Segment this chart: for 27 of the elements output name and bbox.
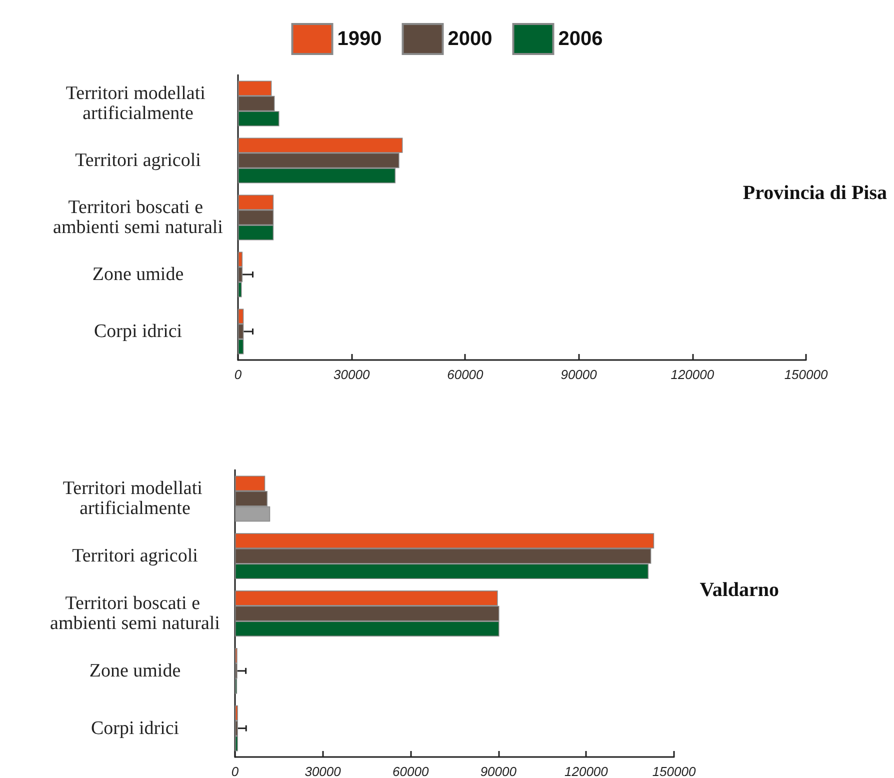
x-tick-label: 150000 xyxy=(652,764,696,778)
y-tick-label: Territori boscati e ambienti semi naturali xyxy=(50,593,220,634)
y-tick-label: Territori modellati artificialmente xyxy=(62,478,208,520)
legend-label: 1990 xyxy=(337,28,382,50)
y-tick-label: Territori agricoli xyxy=(75,150,201,171)
x-tick-label: 0 xyxy=(231,764,240,778)
x-tick-label: 120000 xyxy=(564,764,609,778)
y-tick-label: Territori agricoli xyxy=(72,546,198,567)
text: Provincia di Pisa xyxy=(742,182,888,204)
x-tick-label: 120000 xyxy=(670,367,715,382)
x-tick-label: 150000 xyxy=(784,367,828,382)
y-tick-label: Territori boscati e ambienti semi naturali xyxy=(53,197,223,238)
legend-label: 2000 xyxy=(448,28,492,50)
x-tick-label: 30000 xyxy=(334,367,370,382)
x-tick-label: 90000 xyxy=(560,367,598,382)
y-tick-label: Zone umide xyxy=(89,660,181,682)
y-tick-label: Corpi idrici xyxy=(94,321,182,342)
y-tick-label: Corpi idrici xyxy=(90,718,180,739)
x-tick-label: 60000 xyxy=(392,764,430,778)
y-tick-label: Zone umide xyxy=(92,264,184,285)
x-tick-label: 0 xyxy=(234,367,242,382)
text: Valdarno xyxy=(700,579,780,601)
x-tick-label: 90000 xyxy=(480,764,518,778)
y-tick-label: Territori modellati artificialmente xyxy=(66,83,210,124)
x-tick-label: 30000 xyxy=(304,764,342,778)
x-tick-label: 60000 xyxy=(447,367,484,382)
legend-label: 2006 xyxy=(558,28,603,50)
